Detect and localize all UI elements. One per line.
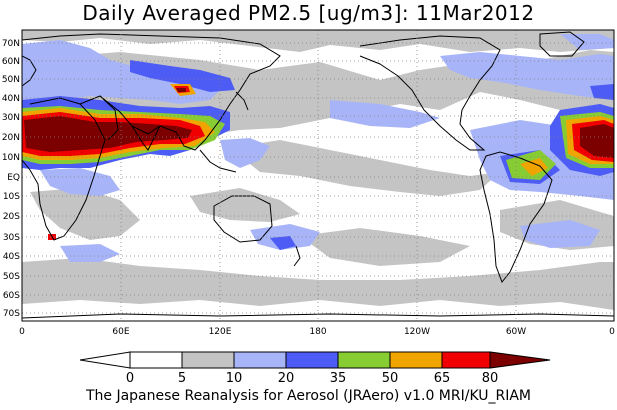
lat-label: 60N [2, 57, 20, 67]
map-title: Daily Averaged PM2.5 [ug/m3]: 11Mar2012 [82, 1, 535, 25]
lon-axis: 0 60E 120E 180 120W 60W 0 [19, 327, 615, 337]
colorbar-label: 80 [482, 371, 499, 386]
colorbar-upper-arrow [489, 351, 551, 369]
colorbar-swatch [285, 351, 339, 369]
colorbar-labels: 0 5 10 20 35 50 65 80 [126, 371, 498, 386]
lon-label: 60E [112, 327, 129, 337]
colorbar-swatch [129, 351, 183, 369]
lon-label: 0 [609, 327, 615, 337]
lat-label: 30S [3, 233, 20, 243]
lat-label: 70N [2, 39, 20, 49]
lat-label: 50N [2, 75, 20, 85]
lat-label: 70S [3, 309, 20, 319]
lat-label: 40S [3, 252, 20, 262]
colorbar [79, 351, 551, 369]
lat-label: EQ [7, 173, 20, 183]
colorbar-label: 20 [278, 371, 295, 386]
colorbar-swatch [389, 351, 443, 369]
lon-label: 120E [209, 327, 232, 337]
lat-label: 50S [3, 272, 20, 282]
colorbar-label: 35 [330, 371, 347, 386]
lat-label: 10S [3, 192, 20, 202]
colorbar-swatch [441, 351, 491, 369]
lon-label: 0 [19, 327, 25, 337]
dark-red-regions [24, 88, 614, 158]
colorbar-label: 5 [178, 371, 186, 386]
lat-label: 60S [3, 291, 20, 301]
colorbar-swatch [233, 351, 287, 369]
colorbar-label: 50 [382, 371, 399, 386]
lat-axis: 70N 60N 50N 40N 30N 20N 10N EQ 10S 20S 3… [2, 39, 20, 319]
colorbar-swatch [181, 351, 235, 369]
coastlines [22, 31, 614, 319]
lat-label: 30N [2, 113, 20, 123]
footer-credit: The Japanese Reanalysis for Aerosol (JRA… [85, 388, 532, 404]
colorbar-label: 0 [126, 371, 134, 386]
colorbar-swatch [337, 351, 391, 369]
colorbar-label: 10 [226, 371, 243, 386]
grid-lines [22, 30, 614, 321]
lat-label: 20N [2, 133, 20, 143]
lon-label: 180 [309, 327, 326, 337]
colorbar-lower-arrow [79, 351, 131, 369]
colorbar-label: 65 [434, 371, 451, 386]
lon-label: 60W [506, 327, 526, 337]
lon-label: 120W [404, 327, 430, 337]
lat-label: 40N [2, 94, 20, 104]
lat-label: 10N [2, 153, 20, 163]
map-frame [21, 29, 615, 322]
lat-label: 20S [3, 212, 20, 222]
